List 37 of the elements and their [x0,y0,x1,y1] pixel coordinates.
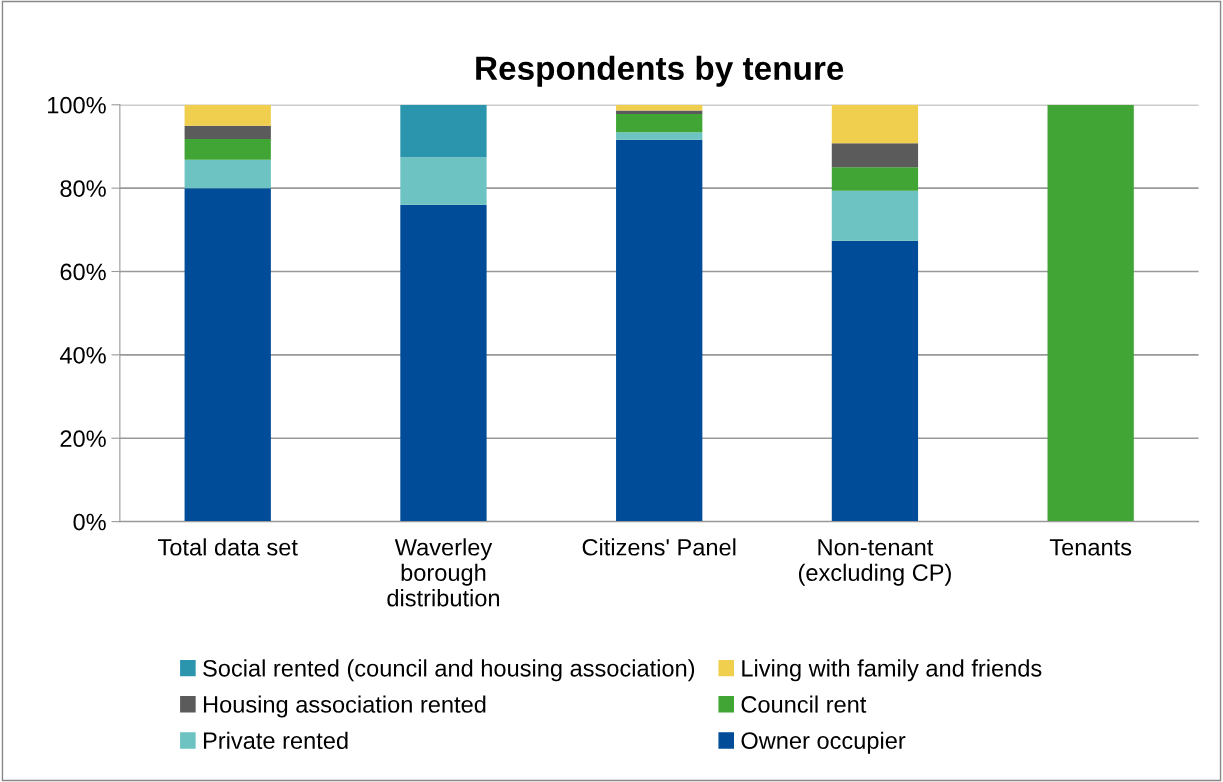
bar [616,132,703,140]
x-tick-label: Waverley borough distribution [387,538,500,607]
x-tick-label: Tenants [1049,539,1132,556]
bar [400,157,487,205]
bar [831,167,919,191]
y-tick-label: 40% [59,346,106,364]
legend-label: Council rent [741,695,867,713]
bar [184,159,271,189]
bar [616,110,703,114]
legend-label: Private rented [203,731,348,749]
bar [831,104,919,144]
y-tick-label: 20% [60,430,106,448]
bar [1047,104,1134,522]
bar [184,104,271,126]
legend-label: Housing association rented [203,695,486,718]
legend-label: Social rented (council and housing association) [203,659,695,682]
x-tick-label: Total data set [158,538,298,556]
bar [616,139,703,522]
legend-label: Living with family and friends [742,659,1042,682]
bar [831,190,919,241]
legend-label: Owner occupier [741,731,906,754]
bar [616,113,703,133]
bar [831,143,919,168]
chart-title: Respondents by tenure [476,55,844,87]
x-tick-label: Citizens' Panel [582,538,736,556]
y-tick-label: 60% [60,263,106,281]
bar [184,125,271,139]
bar [831,240,919,522]
y-tick-label: 80% [60,180,106,197]
bar [184,138,271,160]
x-tick-label: Non-tenant (excluding CP) [798,539,951,586]
bar [400,204,487,522]
y-tick-label: 100% [48,96,106,114]
bar [184,188,271,522]
bar [400,104,487,158]
bar [616,104,703,111]
y-tick-label: 0% [73,513,106,531]
